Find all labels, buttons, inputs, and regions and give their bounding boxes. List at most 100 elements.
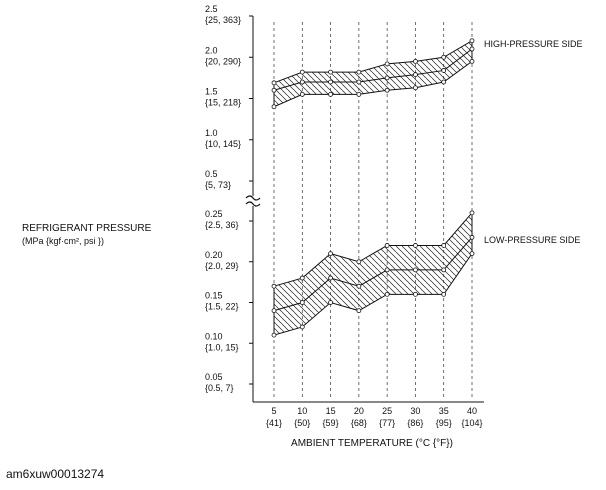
high-middle-point-10: [299, 79, 305, 85]
y-tick-label: 2.0: [205, 45, 218, 55]
low-upper-point-20: [356, 259, 362, 265]
high-lower-point-30: [413, 85, 418, 91]
low-middle-point-30: [413, 267, 418, 273]
x-tick-label-35: 35: [439, 406, 449, 416]
y-tick-label: 1.5: [205, 87, 218, 97]
high-upper-point-30: [413, 58, 418, 64]
high-middle-point-5: [271, 87, 277, 93]
low-middle-point-20: [356, 283, 362, 289]
high-middle-point-35: [441, 68, 447, 73]
low-lower-point-5: [271, 332, 277, 338]
low-upper-point-30: [413, 243, 418, 248]
y-tick-label: 0.10: [205, 331, 223, 341]
high-upper-point-5: [271, 80, 277, 86]
low-lower-point-35: [441, 291, 447, 297]
y-tick-label: 0.15: [205, 291, 223, 301]
low-upper-point-40: [469, 210, 475, 216]
y-tick-sublabel: {1.5, 22}: [205, 302, 239, 312]
y-axis-unit: (MPa {kgf·cm², psi }): [22, 236, 105, 246]
x-tick-label-40: 40: [467, 406, 477, 416]
low-upper-point-15: [328, 251, 333, 257]
high-upper-point-40: [469, 38, 475, 44]
y-ticks-upper: 2.5{25, 363}2.0{20, 290}1.5{15, 218}1.0{…: [205, 4, 253, 190]
high-upper-point-10: [299, 69, 305, 75]
high-lower-point-15: [328, 91, 333, 97]
y-tick-sublabel: {5, 73}: [205, 180, 231, 190]
low-upper-point-5: [271, 283, 277, 289]
data-points: [271, 38, 475, 338]
y-tick-sublabel: {20, 290}: [205, 56, 241, 66]
x-tick-label-20: 20: [354, 406, 364, 416]
y-tick-sublabel: {1.0, 15}: [205, 342, 239, 352]
x-tick-label-5: 5: [271, 406, 276, 416]
low-lower-point-15: [328, 300, 333, 305]
high-pressure-middle-line: [273, 48, 473, 91]
x-tick-sublabel-10: {50}: [294, 418, 310, 428]
high-lower-point-5: [271, 104, 277, 110]
x-tick-label-15: 15: [326, 406, 336, 416]
axis-break-mark: [245, 195, 261, 207]
high-lower-point-25: [384, 87, 390, 93]
y-tick-label: 0.05: [205, 372, 223, 382]
y-tick-label: 0.20: [205, 250, 223, 260]
high-middle-point-40: [469, 46, 475, 52]
high-upper-point-20: [356, 69, 362, 75]
low-pressure-band: [273, 211, 473, 336]
y-tick-label: 0.25: [205, 209, 223, 219]
high-lower-point-35: [441, 79, 447, 85]
high-lower-point-40: [469, 58, 475, 64]
y-ticks-lower: 0.25{2.5, 36} 0.20{2.0, 29} 0.15{1.5, 22} 0…: [205, 209, 253, 393]
y-tick-sublabel: {2.0, 29}: [205, 261, 239, 271]
y-tick-sublabel: {2.5, 36}: [205, 220, 239, 230]
high-upper-point-35: [441, 54, 447, 60]
low-middle-point-5: [271, 308, 277, 314]
low-lower-point-30: [413, 291, 418, 297]
high-upper-point-15: [328, 69, 333, 75]
y-tick-sublabel: {10, 145}: [205, 139, 241, 149]
x-tick-sublabel-25: {77}: [379, 418, 395, 428]
high-middle-point-20: [356, 79, 362, 85]
x-ticks: 5 {41} 10 {50} 15 {59} 20 {68} 25 {77} 30 {86} 35 {95…: [266, 406, 483, 428]
low-lower-point-10: [299, 324, 305, 330]
y-tick-sublabel: {0.5, 7}: [205, 383, 234, 393]
high-middle-point-25: [384, 75, 390, 81]
y-tick-sublabel: {25, 363}: [205, 15, 241, 25]
x-tick-sublabel-5: {41}: [266, 418, 282, 428]
x-tick-sublabel-30: {86}: [407, 418, 423, 428]
x-tick-sublabel-40: {104}: [461, 418, 482, 428]
y-axis: [245, 16, 484, 403]
y-axis-label: REFRIGERANT PRESSURE (MPa {kgf·cm², psi …: [22, 222, 151, 248]
low-middle-point-15: [328, 275, 333, 281]
low-upper-point-25: [384, 243, 390, 248]
y-axis-title: REFRIGERANT PRESSURE: [22, 223, 152, 234]
high-pressure-side-label: HIGH-PRESSURE SIDE: [484, 39, 583, 49]
high-lower-point-20: [356, 91, 362, 97]
low-pressure-side-label: LOW-PRESSURE SIDE: [484, 235, 580, 245]
low-lower-point-25: [384, 291, 390, 297]
low-middle-point-35: [441, 267, 447, 273]
y-tick-label: 0.5: [205, 169, 218, 179]
low-upper-point-10: [299, 275, 305, 281]
y-tick-label: 1.0: [205, 128, 218, 138]
low-pressure-middle-line: [273, 236, 473, 312]
y-tick-sublabel: {15, 218}: [205, 98, 241, 108]
high-lower-point-10: [299, 91, 305, 97]
low-middle-point-10: [299, 300, 305, 305]
low-lower-point-40: [469, 251, 475, 257]
x-tick-label-30: 30: [410, 406, 420, 416]
figure-id: am6xuw00013274: [6, 467, 105, 481]
y-tick-label: 2.5: [205, 4, 218, 14]
x-tick-label-10: 10: [297, 406, 307, 416]
x-axis-label: AMBIENT TEMPERATURE (°C {°F}): [291, 438, 453, 449]
low-lower-point-20: [356, 308, 362, 314]
low-upper-point-35: [441, 243, 447, 248]
series-labels: HIGH-PRESSURE SIDE LOW-PRESSURE SIDE: [484, 39, 583, 245]
high-upper-point-25: [384, 61, 390, 67]
high-middle-point-30: [413, 72, 418, 77]
x-tick-sublabel-15: {59}: [323, 418, 339, 428]
x-tick-sublabel-35: {95}: [436, 418, 452, 428]
x-tick-label-25: 25: [382, 406, 392, 416]
pressure-bands: [273, 39, 473, 336]
refrigerant-pressure-chart: 2.5{25, 363}2.0{20, 290}1.5{15, 218}1.0{…: [205, 4, 583, 449]
low-middle-point-25: [384, 267, 390, 273]
